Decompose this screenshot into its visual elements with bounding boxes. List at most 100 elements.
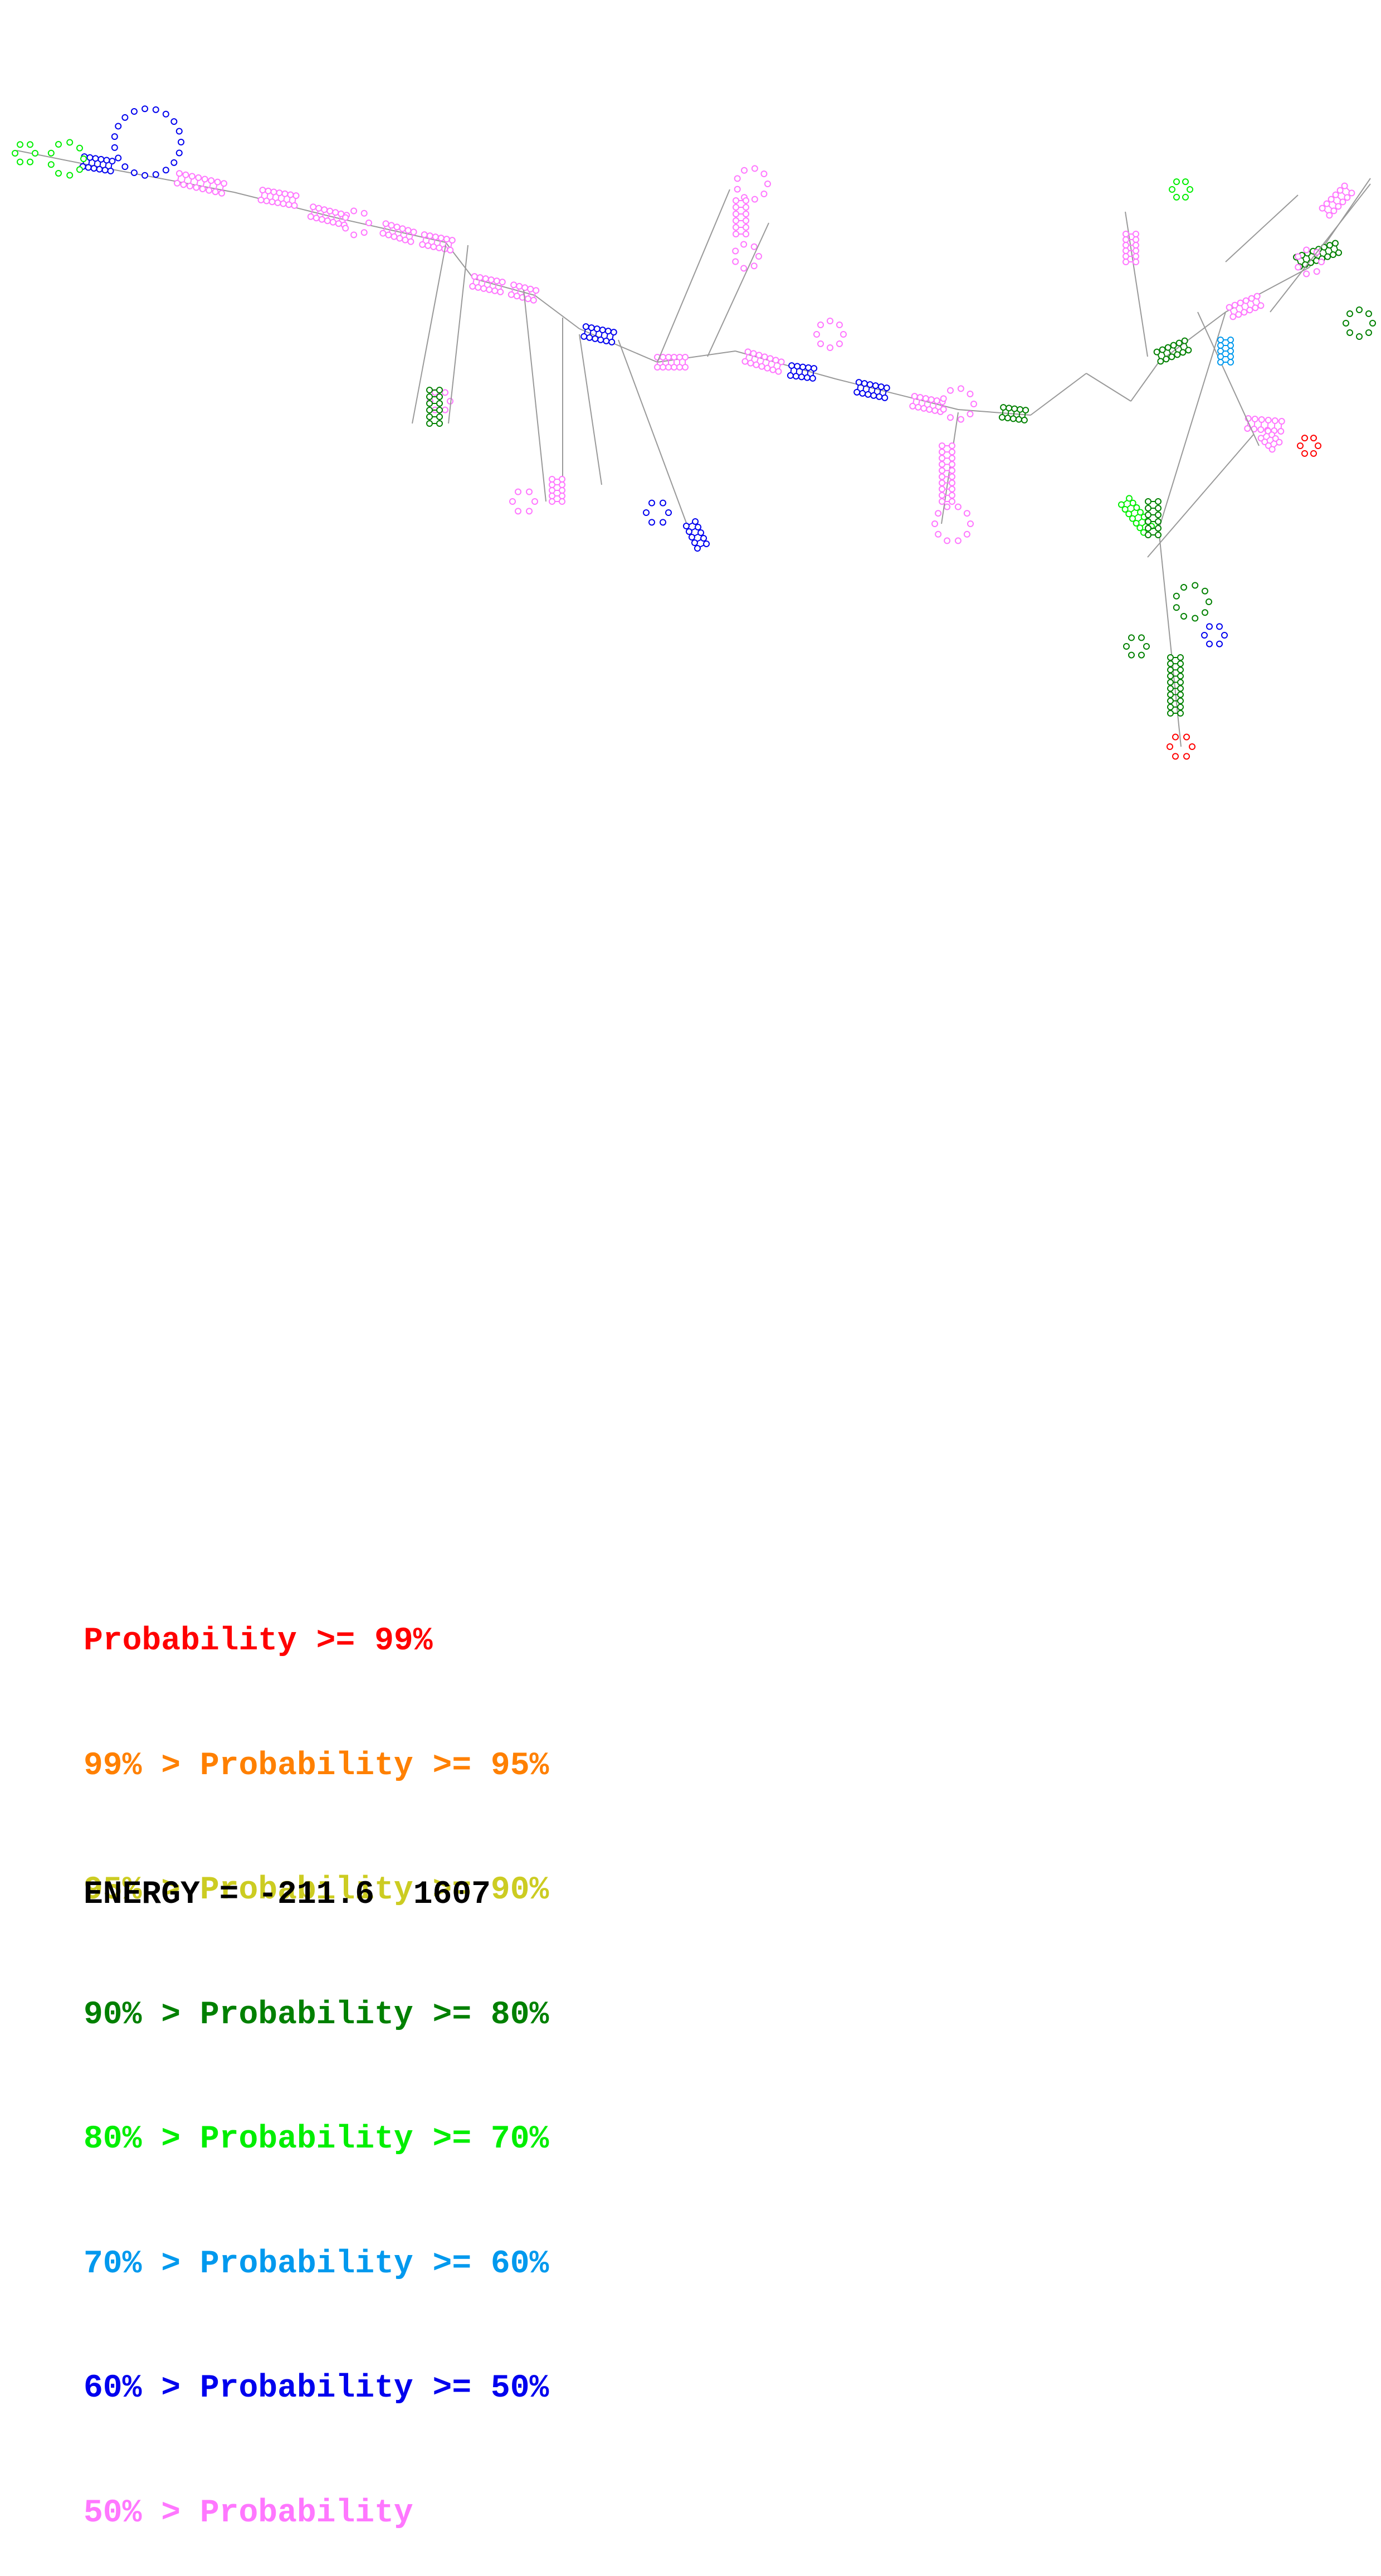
nucleotide — [1227, 337, 1234, 343]
nucleotide — [741, 358, 749, 365]
nucleotide — [549, 476, 555, 483]
nucleotide — [1335, 249, 1343, 256]
nucleotide — [1159, 346, 1166, 353]
nucleotide — [1328, 196, 1335, 203]
backbone-segment — [1158, 311, 1226, 363]
nucleotide — [1278, 418, 1285, 425]
nucleotide — [694, 545, 701, 552]
nucleotide — [1310, 435, 1317, 442]
nucleotide — [1356, 306, 1363, 313]
nucleotide — [911, 393, 918, 400]
nucleotide — [1133, 259, 1139, 265]
nucleotide — [1167, 703, 1174, 710]
nucleotide — [671, 354, 677, 361]
nucleotide — [809, 374, 816, 382]
nucleotide — [1133, 242, 1139, 249]
nucleotide — [580, 333, 588, 340]
nucleotide — [743, 197, 749, 204]
nucleotide — [1128, 634, 1135, 641]
nucleotide — [939, 491, 945, 499]
nucleotide — [1167, 679, 1174, 686]
nucleotide — [954, 503, 962, 510]
nucleotide — [861, 380, 868, 387]
nucleotide — [1227, 353, 1234, 360]
nucleotide — [603, 337, 610, 344]
nucleotide — [524, 295, 531, 303]
backbone-segment — [657, 350, 736, 363]
backbone-segment — [100, 167, 235, 193]
nucleotide — [1244, 425, 1251, 432]
nucleotide — [559, 487, 565, 494]
nucleotide — [1271, 417, 1278, 425]
nucleotide — [360, 229, 368, 236]
nucleotide — [733, 224, 739, 231]
nucleotide — [920, 405, 928, 412]
nucleotide — [866, 381, 874, 388]
backbone-segment — [835, 378, 959, 410]
nucleotide — [949, 461, 955, 468]
nucleotide — [1175, 339, 1183, 347]
nucleotide — [442, 406, 448, 413]
nucleotide — [1217, 348, 1224, 354]
nucleotide — [549, 498, 555, 505]
nucleotide — [1246, 306, 1253, 314]
nucleotide — [1241, 309, 1248, 316]
nucleotide — [1121, 505, 1129, 513]
nucleotide — [85, 164, 92, 171]
nucleotide — [259, 187, 266, 194]
nucleotide — [515, 488, 521, 495]
nucleotide — [195, 174, 202, 181]
nucleotide — [1344, 194, 1351, 201]
nucleotide — [939, 485, 945, 493]
nucleotide — [559, 476, 565, 483]
nucleotide — [1163, 356, 1170, 363]
nucleotide — [967, 391, 974, 398]
nucleotide — [1258, 416, 1265, 423]
nucleotide — [115, 154, 122, 162]
nucleotide — [760, 171, 768, 178]
nucleotide — [592, 335, 599, 342]
nucleotide — [1189, 743, 1195, 750]
nucleotide — [437, 235, 445, 242]
nucleotide — [66, 172, 74, 179]
nucleotide — [682, 523, 690, 530]
nucleotide — [101, 167, 109, 174]
nucleotide — [805, 364, 812, 371]
nucleotide — [436, 400, 443, 407]
nucleotide — [533, 287, 540, 294]
nucleotide — [939, 442, 945, 449]
nucleotide — [1167, 685, 1174, 692]
nucleotide — [1356, 333, 1363, 340]
backbone-segment — [618, 339, 691, 535]
nucleotide — [740, 265, 748, 272]
nucleotide — [175, 170, 183, 177]
nucleotide — [497, 288, 504, 295]
nucleotide — [549, 493, 555, 499]
nucleotide — [949, 473, 955, 480]
nucleotide — [772, 357, 779, 364]
nucleotide — [747, 359, 754, 367]
nucleotide — [733, 197, 739, 204]
nucleotide — [310, 203, 317, 211]
nucleotide — [939, 455, 945, 462]
nucleotide — [162, 167, 169, 174]
nucleotide — [883, 384, 890, 392]
nucleotide — [733, 231, 739, 237]
nucleotide — [1155, 498, 1162, 505]
nucleotide — [436, 407, 443, 413]
nucleotide — [1123, 643, 1130, 650]
nucleotide — [750, 350, 757, 357]
nucleotide — [1326, 212, 1333, 219]
nucleotide — [487, 276, 495, 284]
nucleotide — [448, 237, 456, 244]
nucleotide — [1174, 351, 1181, 358]
nucleotide — [170, 159, 178, 166]
nucleotide — [827, 344, 833, 351]
nucleotide — [1167, 666, 1174, 674]
rna-secondary-structure-diagram — [12, 105, 1376, 760]
nucleotide — [767, 355, 774, 362]
nucleotide — [526, 488, 533, 495]
nucleotide — [811, 365, 818, 372]
nucleotide — [1017, 406, 1024, 413]
nucleotide — [130, 108, 138, 115]
